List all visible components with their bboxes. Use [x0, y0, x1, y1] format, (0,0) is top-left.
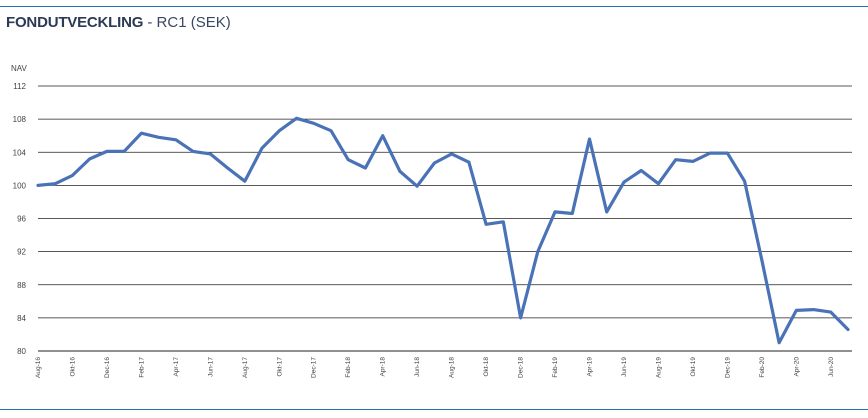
y-tick-label: 112: [13, 82, 26, 91]
y-tick-label: 96: [17, 215, 26, 224]
x-tick-label: Apr-20: [793, 357, 800, 377]
bottom-rule: [0, 409, 868, 410]
gridlines: [38, 85, 852, 352]
y-tick-label: 80: [17, 347, 26, 356]
x-tick-label: Dec-17: [311, 357, 318, 378]
x-tick-label: Apr-17: [173, 357, 180, 377]
y-axis-label: NAV: [11, 64, 28, 73]
x-tick-label: Dec-19: [724, 357, 731, 378]
nav-series-line: [36, 116, 850, 345]
y-tick-label: 104: [13, 148, 27, 157]
x-tick-label: Apr-19: [586, 357, 593, 377]
top-rule: [0, 6, 868, 7]
x-tick-label: Okt-18: [483, 357, 490, 377]
x-tick-label: Jun-19: [621, 357, 628, 377]
x-tick-label: Aug-19: [655, 357, 662, 378]
x-tick-label: Okt-19: [690, 357, 697, 377]
x-tick-label: Jun-18: [414, 357, 421, 377]
title-main: FONDUTVECKLING: [6, 14, 144, 31]
x-tick-label: Feb-17: [138, 357, 145, 378]
x-tick-label: Feb-18: [345, 357, 352, 378]
y-tick-labels: 80 84 88 92 96 100 104 108 112: [13, 82, 27, 356]
x-tick-label: Aug-18: [449, 357, 456, 378]
x-tick-label: Feb-20: [759, 357, 766, 378]
chart-title: FONDUTVECKLING - RC1 (SEK): [6, 14, 231, 31]
x-tick-label: Jun-17: [207, 357, 214, 377]
title-separator: -: [143, 14, 157, 31]
x-tick-labels: Aug-16 Okt-16 Dec-16 Feb-17 Apr-17 Jun-17 Aug-…: [35, 357, 835, 378]
y-tick-label: 84: [17, 314, 26, 323]
x-tick-label: Aug-17: [242, 357, 249, 378]
x-tick-label: Okt-16: [69, 357, 76, 377]
y-tick-label: 92: [17, 248, 26, 257]
x-tick-label: Dec-18: [518, 357, 525, 378]
x-tick-label: Feb-19: [552, 357, 559, 378]
x-tick-label: Okt-17: [276, 357, 283, 377]
x-tick-label: Dec-16: [104, 357, 111, 378]
x-tick-label: Apr-18: [380, 357, 387, 377]
x-tick-label: Aug-16: [35, 357, 42, 378]
y-tick-label: 108: [13, 115, 27, 124]
y-tick-label: 88: [17, 281, 26, 290]
title-sub: RC1 (SEK): [156, 14, 231, 31]
y-tick-label: 100: [13, 181, 27, 190]
x-tick-label: Jun-20: [828, 357, 835, 377]
